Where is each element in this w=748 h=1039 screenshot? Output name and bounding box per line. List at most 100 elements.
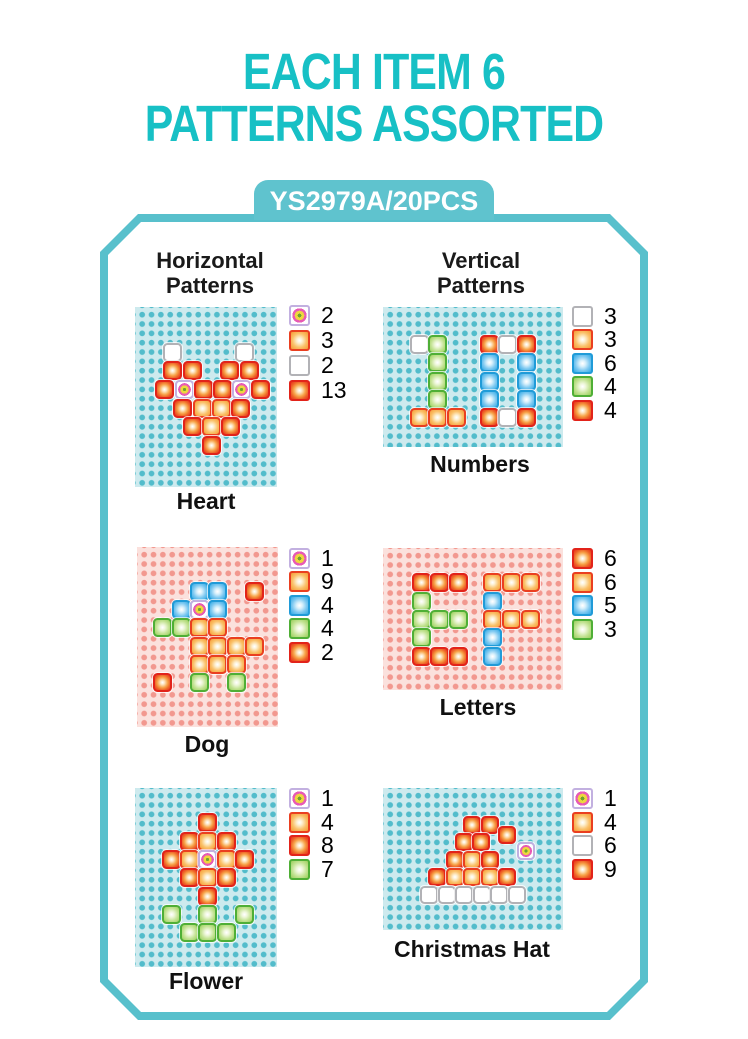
legend-swatch-orange [289, 330, 310, 351]
numbers-legend-item: 4 [572, 398, 617, 422]
flower-legend-item: 4 [289, 808, 334, 835]
bead-red [481, 851, 499, 869]
bead-blue [483, 592, 502, 611]
bead-red [173, 399, 192, 418]
flower-grid-panel [135, 788, 277, 967]
bead-red [498, 868, 516, 886]
legend-swatch-red [289, 380, 310, 401]
bead-blue [483, 647, 502, 666]
dog-legend-item: 2 [289, 638, 334, 665]
christmas-hat-legend-item: 4 [572, 810, 617, 834]
bead-red [194, 380, 213, 399]
legend-swatch-special [289, 788, 310, 809]
bead-green [180, 923, 199, 942]
bead-blue [480, 372, 499, 391]
legend-count: 9 [321, 568, 334, 595]
bead-red [517, 335, 536, 354]
dog-legend-item: 4 [289, 617, 334, 640]
bead-special [190, 600, 209, 619]
letters-legend-item: 6 [572, 570, 617, 594]
dog-legend-item: 1 [289, 547, 334, 570]
numbers-label: Numbers [430, 451, 530, 477]
numbers-grid-panel [383, 307, 563, 447]
flower-legend-item: 7 [289, 855, 334, 882]
christmas-hat-legend-item: 6 [572, 834, 617, 857]
bead-red [153, 673, 172, 692]
bead-red [235, 850, 254, 869]
bead-green [412, 628, 431, 647]
bead-green [227, 673, 246, 692]
bead-green [428, 372, 447, 391]
bead-orange [481, 868, 499, 886]
legend-swatch-green [289, 858, 310, 880]
bead-red [202, 436, 221, 455]
bead-blue [172, 600, 191, 619]
bead-orange [180, 850, 199, 869]
bead-red [472, 833, 490, 851]
bead-red [430, 573, 449, 592]
bead-red [198, 887, 217, 906]
bead-white [508, 886, 526, 904]
bead-green [412, 610, 431, 629]
letters-legend-item: 5 [572, 594, 617, 617]
legend-count: 1 [604, 785, 617, 811]
legend-swatch-orange [572, 329, 593, 351]
legend-swatch-green [572, 618, 593, 640]
heart-label: Heart [176, 488, 236, 514]
bead-orange [446, 868, 464, 886]
legend-count: 4 [321, 808, 334, 835]
bead-white [438, 886, 456, 904]
numbers-legend-item: 3 [572, 305, 617, 328]
legend-swatch-white [289, 355, 310, 376]
bead-orange [447, 408, 466, 427]
legend-swatch-red [572, 399, 593, 421]
legend-count: 3 [604, 303, 617, 329]
flower-label: Flower [168, 968, 244, 994]
numbers-legend-item: 3 [572, 328, 617, 351]
legend-count: 4 [604, 373, 617, 400]
title-line-1: EACH ITEM 6 [242, 43, 506, 100]
bead-special [517, 842, 535, 860]
bead-orange [208, 618, 227, 637]
legend-swatch-special [289, 305, 310, 326]
letters-legend-item: 3 [572, 615, 617, 642]
heart-grid-panel [135, 307, 277, 487]
bead-orange [502, 573, 521, 592]
bead-red [217, 868, 236, 887]
bead-red [198, 813, 217, 832]
heart-legend-item: 2 [289, 354, 334, 377]
bead-orange [212, 399, 231, 418]
bead-orange [208, 655, 227, 674]
legend-count: 1 [321, 545, 334, 571]
bead-special [198, 850, 217, 869]
letters-grid-panel [383, 548, 563, 690]
bead-green [428, 335, 447, 354]
legend-swatch-orange [289, 571, 310, 593]
bead-green [172, 618, 191, 637]
bead-blue [208, 582, 227, 601]
legend-count: 7 [321, 855, 334, 882]
bead-red [446, 851, 464, 869]
bead-red [412, 647, 431, 666]
bead-red [251, 380, 270, 399]
legend-swatch-orange [572, 571, 593, 593]
bead-red [455, 833, 473, 851]
bead-red [412, 573, 431, 592]
bead-red [517, 408, 536, 427]
christmas-hat-label: Christmas Hat [394, 936, 550, 962]
bead-white [420, 886, 438, 904]
letters-legend-item: 6 [572, 547, 617, 570]
flower-legend-item: 1 [289, 787, 334, 810]
bead-green [162, 905, 181, 924]
bead-red [213, 380, 232, 399]
letters-label: Letters [439, 694, 517, 720]
horizontal-patterns-header-line1: Horizontal [156, 248, 264, 273]
bead-red [480, 408, 499, 427]
legend-count: 2 [321, 638, 334, 665]
bead-orange [193, 399, 212, 418]
legend-count: 3 [321, 327, 334, 353]
bead-green [190, 673, 209, 692]
legend-count: 3 [604, 615, 617, 642]
vertical-patterns-header-line2: Patterns [436, 272, 526, 298]
bead-white [473, 886, 491, 904]
